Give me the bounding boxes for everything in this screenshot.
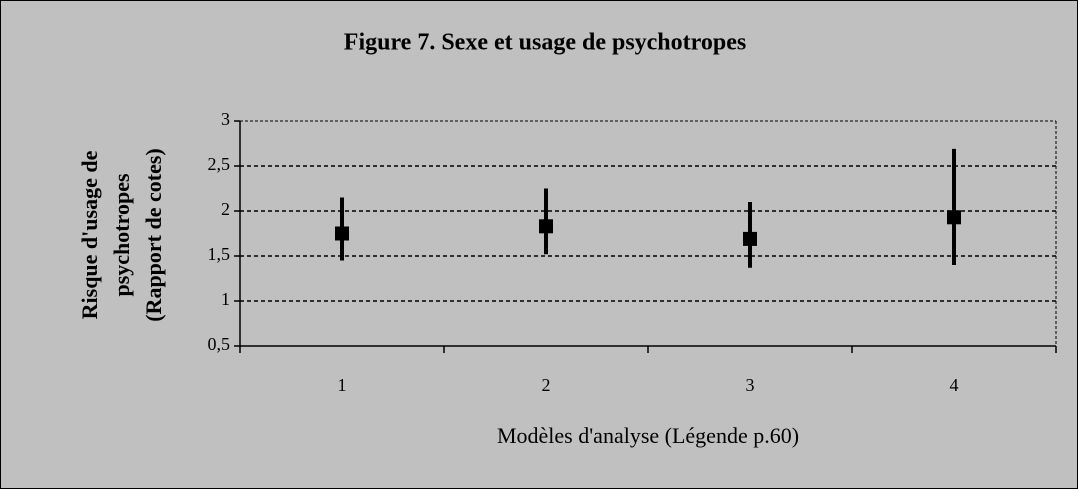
y-axis-title: (Rapport de cotes) (141, 148, 166, 322)
y-tick-label: 0,5 (208, 334, 231, 354)
y-axis-title: Risque d'usage de (77, 150, 102, 319)
y-tick-label: 1 (221, 289, 230, 309)
y-tick-label: 3 (221, 109, 230, 129)
point (539, 219, 553, 234)
x-tick-label: 3 (746, 375, 755, 395)
chart-title: Figure 7. Sexe et usage de psychotropes (344, 30, 746, 56)
point (335, 226, 349, 241)
x-axis-title: Modèles d'analyse (Légende p.60) (497, 423, 799, 448)
x-tick-label: 1 (338, 375, 347, 395)
y-axis-title: psychotropes (109, 173, 134, 296)
y-tick-label: 1,5 (208, 244, 231, 264)
point (743, 231, 757, 246)
y-tick-label: 2,5 (208, 154, 231, 174)
x-tick-label: 4 (950, 375, 959, 395)
y-tick-label: 2 (221, 199, 230, 219)
point (947, 210, 961, 225)
x-tick-label: 2 (542, 375, 551, 395)
